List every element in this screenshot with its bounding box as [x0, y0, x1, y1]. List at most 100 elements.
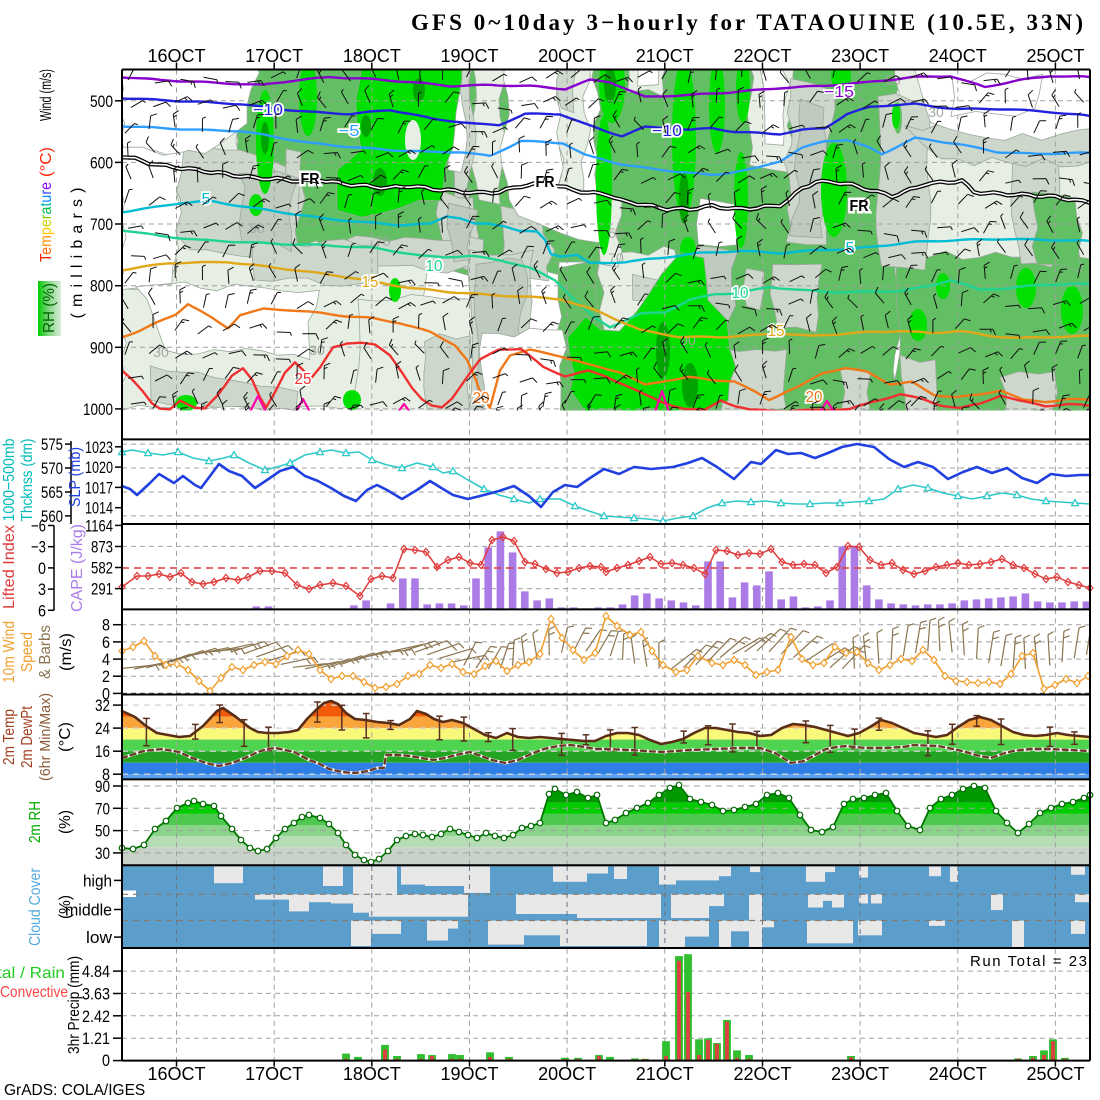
svg-text:900: 900	[90, 338, 113, 357]
svg-text:15: 15	[362, 274, 379, 291]
svg-text:8: 8	[102, 765, 110, 784]
svg-text:24OCT: 24OCT	[929, 1064, 987, 1084]
svg-text:Temperature: Temperature	[38, 182, 55, 262]
svg-text:−10: −10	[253, 102, 283, 119]
svg-text:& Barbs: & Barbs	[37, 625, 54, 679]
svg-text:565: 565	[41, 483, 63, 502]
svg-text:(m/s): (m/s)	[58, 633, 75, 671]
svg-text:70: 70	[95, 799, 110, 818]
svg-text:low: low	[86, 928, 113, 947]
svg-text:17OCT: 17OCT	[245, 1064, 303, 1084]
svg-text:(°C): (°C)	[57, 722, 74, 752]
svg-text:FR: FR	[536, 174, 555, 191]
svg-text:(6hr Min/Max): (6hr Min/Max)	[37, 693, 54, 781]
svg-text:600: 600	[90, 153, 113, 172]
svg-text:6: 6	[38, 601, 46, 620]
svg-text:70: 70	[375, 233, 391, 249]
svg-text:−5: −5	[339, 123, 360, 140]
svg-text:291: 291	[91, 580, 113, 599]
svg-text:1020: 1020	[85, 458, 113, 477]
svg-text:30: 30	[309, 342, 325, 358]
svg-text:4.84: 4.84	[82, 962, 110, 981]
svg-text:25OCT: 25OCT	[1026, 1064, 1084, 1084]
svg-text:middle: middle	[65, 901, 112, 920]
svg-text:Lifted Index: Lifted Index	[1, 525, 18, 609]
svg-text:873: 873	[91, 537, 113, 556]
svg-text:17OCT: 17OCT	[245, 46, 303, 66]
svg-text:high: high	[83, 871, 112, 890]
svg-text:23OCT: 23OCT	[831, 46, 889, 66]
svg-text:0: 0	[38, 559, 46, 578]
svg-text:−3: −3	[31, 538, 46, 557]
svg-text:CAPE (J/kg): CAPE (J/kg)	[69, 524, 86, 612]
svg-text:0: 0	[102, 1051, 110, 1070]
svg-text:16OCT: 16OCT	[148, 46, 206, 66]
svg-text:23OCT: 23OCT	[831, 1064, 889, 1084]
svg-text:21OCT: 21OCT	[636, 1064, 694, 1084]
svg-text:1000−500mb: 1000−500mb	[1, 438, 18, 521]
svg-text:16OCT: 16OCT	[148, 1064, 206, 1084]
svg-text:1023: 1023	[85, 438, 113, 457]
svg-text:1014: 1014	[85, 499, 113, 518]
svg-text:0: 0	[102, 684, 110, 703]
svg-text:(%): (%)	[57, 810, 74, 834]
svg-text:1000: 1000	[83, 400, 113, 419]
svg-text:18OCT: 18OCT	[343, 1064, 401, 1084]
svg-text:RH (%): RH (%)	[41, 283, 58, 333]
svg-text:GrADS: COLA/IGES: GrADS: COLA/IGES	[4, 1082, 145, 1099]
svg-text:800: 800	[90, 277, 113, 296]
svg-text:15: 15	[768, 323, 785, 340]
svg-text:10m Wind: 10m Wind	[1, 621, 18, 683]
svg-text:21OCT: 21OCT	[636, 46, 694, 66]
svg-text:24: 24	[95, 719, 110, 738]
svg-text:1164: 1164	[85, 516, 113, 535]
svg-text:30: 30	[95, 844, 110, 863]
svg-text:582: 582	[91, 559, 113, 578]
svg-text:25: 25	[295, 371, 312, 388]
svg-text:Convective: Convective	[0, 984, 68, 1001]
svg-text:20: 20	[473, 390, 490, 407]
svg-text:16: 16	[95, 742, 110, 761]
svg-text:2m RH: 2m RH	[27, 801, 44, 843]
svg-text:570: 570	[41, 459, 63, 478]
svg-text:25OCT: 25OCT	[1026, 46, 1084, 66]
svg-text:20OCT: 20OCT	[538, 46, 596, 66]
svg-text:50: 50	[608, 225, 624, 241]
svg-text:1.21: 1.21	[82, 1029, 110, 1048]
svg-text:GFS 0~10day 3−hourly for TATAO: GFS 0~10day 3−hourly for TATAOUINE (10.5…	[411, 10, 1083, 35]
svg-text:Run Total = 23: Run Total = 23	[970, 953, 1087, 970]
svg-text:2m DewPt: 2m DewPt	[19, 706, 36, 768]
svg-text:10: 10	[732, 285, 749, 302]
svg-text:20OCT: 20OCT	[538, 1064, 596, 1084]
svg-text:8: 8	[102, 616, 110, 635]
svg-text:−6: −6	[31, 517, 46, 536]
svg-text:(millibars): (millibars)	[69, 188, 86, 319]
svg-text:3.63: 3.63	[82, 984, 110, 1003]
svg-text:30: 30	[153, 344, 169, 360]
svg-text:24OCT: 24OCT	[929, 46, 987, 66]
svg-text:FR: FR	[301, 171, 320, 188]
svg-text:22OCT: 22OCT	[733, 46, 791, 66]
svg-text:−10: −10	[652, 123, 682, 140]
svg-text:Speed: Speed	[19, 632, 36, 672]
svg-text:FR: FR	[850, 198, 869, 215]
svg-text:(%): (%)	[57, 895, 74, 919]
svg-text:10: 10	[426, 258, 443, 275]
svg-text:Cloud Cover: Cloud Cover	[27, 867, 44, 946]
svg-text:1017: 1017	[85, 478, 113, 497]
svg-text:19OCT: 19OCT	[440, 1064, 498, 1084]
svg-text:575: 575	[41, 435, 63, 454]
svg-text:SLP (mb): SLP (mb)	[67, 447, 84, 507]
svg-text:90: 90	[95, 777, 110, 796]
svg-text:6: 6	[102, 633, 110, 652]
svg-text:500: 500	[90, 92, 113, 111]
svg-text:22OCT: 22OCT	[733, 1064, 791, 1084]
svg-text:Total / Rain: Total / Rain	[0, 965, 65, 982]
svg-text:700: 700	[90, 215, 113, 234]
svg-text:2m Temp: 2m Temp	[1, 709, 18, 765]
svg-text:2: 2	[102, 667, 110, 686]
svg-text:3: 3	[38, 580, 46, 599]
svg-text:(°C): (°C)	[38, 147, 55, 177]
svg-text:Wind (m/s): Wind (m/s)	[38, 69, 55, 121]
svg-text:50: 50	[95, 822, 110, 841]
